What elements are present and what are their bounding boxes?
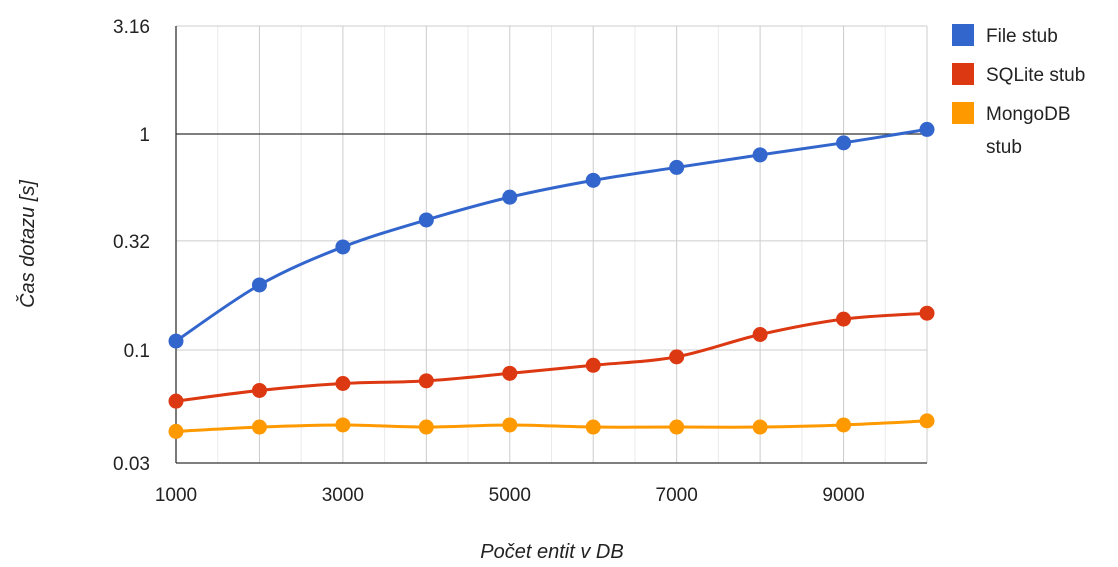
data-point-mongodb-stub [168,423,184,439]
data-point-sqlite-stub [418,373,434,389]
data-point-file-stub [836,135,852,151]
data-point-file-stub [669,159,685,175]
data-point-sqlite-stub [836,311,852,327]
series-line-file-stub [175,127,928,343]
data-point-file-stub [919,121,935,137]
data-point-sqlite-stub [502,365,518,381]
legend-item-file-stub[interactable]: File stub [952,24,1058,47]
x-tick-label: 7000 [656,485,698,506]
y-tick-label: 0.03 [113,454,150,475]
x-tick-label: 9000 [822,485,864,506]
y-tick-label: 0.1 [124,341,150,362]
legend-label: File stub [986,26,1058,47]
data-point-file-stub [251,277,267,293]
data-point-sqlite-stub [335,375,351,391]
data-point-file-stub [585,172,601,188]
x-tick-label: 5000 [489,485,531,506]
data-point-sqlite-stub [251,382,267,398]
y-axis-title: Čas dotazu [s] [16,180,39,308]
series-line-sqlite-stub [175,311,928,403]
legend-label: MongoDB stub [986,104,1071,158]
data-point-sqlite-stub [168,393,184,409]
data-point-file-stub [418,212,434,228]
data-point-file-stub [752,147,768,163]
data-point-mongodb-stub [752,419,768,435]
axes [175,26,927,464]
legend-label: SQLite stub [986,65,1085,86]
legend-item-sqlite-stub[interactable]: SQLite stub [952,63,1085,86]
data-point-file-stub [335,239,351,255]
data-point-sqlite-stub [585,357,601,373]
x-axis-title: Počet entit v DB [480,541,623,563]
legend-swatch [952,24,974,46]
data-point-mongodb-stub [335,417,351,433]
data-point-file-stub [502,189,518,205]
data-point-file-stub [168,333,184,349]
data-point-mongodb-stub [669,419,685,435]
legend-swatch [952,63,974,85]
legend-swatch [952,102,974,124]
grid [175,25,928,464]
x-tick-label: 1000 [155,485,197,506]
data-point-sqlite-stub [669,349,685,365]
x-tick-label: 3000 [322,485,364,506]
y-tick-label: 3.16 [113,17,150,38]
series-lines [168,121,935,439]
y-tick-label: 1 [139,125,150,146]
data-point-mongodb-stub [502,417,518,433]
data-point-mongodb-stub [836,417,852,433]
y-axis-ticks: 3.16 1 0.32 0.1 0.03 [113,17,150,475]
data-point-sqlite-stub [919,305,935,321]
data-point-mongodb-stub [919,413,935,429]
legend: File stub SQLite stub MongoDB stub [952,24,1085,158]
y-tick-label: 0.32 [113,232,150,253]
legend-item-mongodb-stub[interactable]: MongoDB stub [952,102,1071,158]
data-point-mongodb-stub [585,419,601,435]
data-point-mongodb-stub [418,419,434,435]
x-axis-ticks: 1000 3000 5000 7000 9000 [155,485,865,506]
series-line-mongodb-stub [175,419,928,433]
data-point-mongodb-stub [251,419,267,435]
data-point-sqlite-stub [752,326,768,342]
